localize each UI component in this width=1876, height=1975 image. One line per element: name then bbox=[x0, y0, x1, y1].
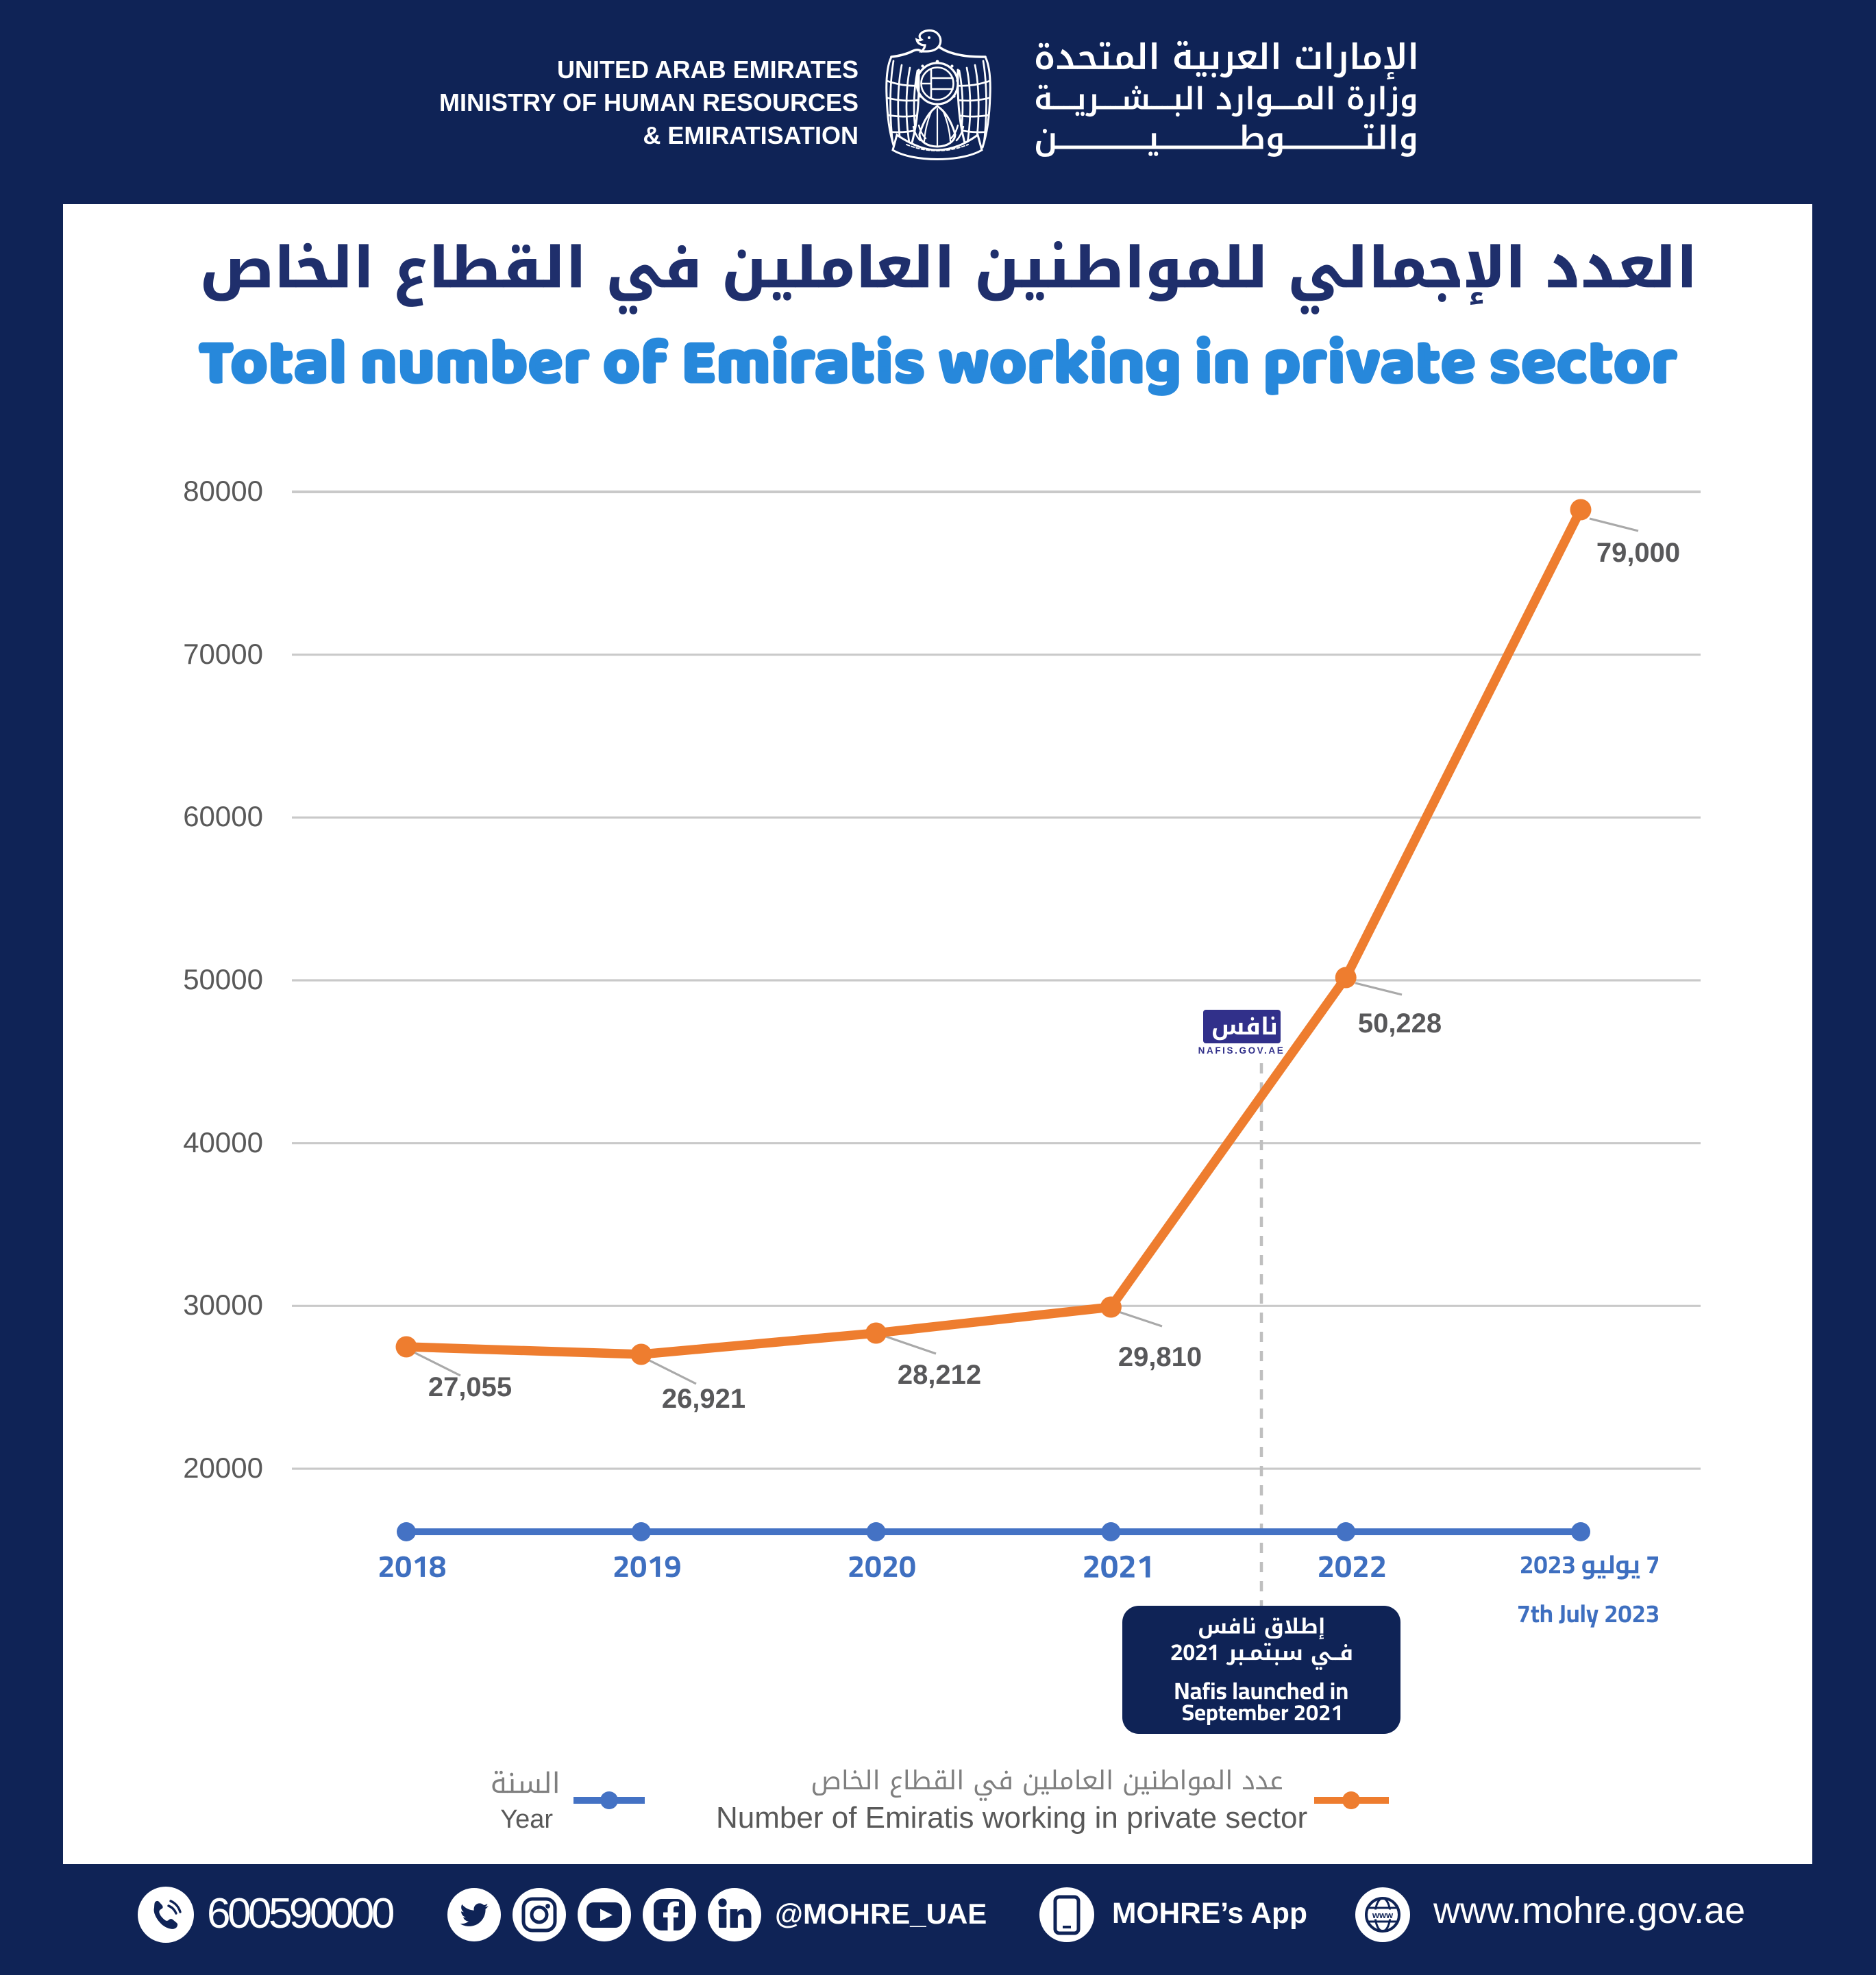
svg-text:www: www bbox=[1372, 1910, 1394, 1920]
